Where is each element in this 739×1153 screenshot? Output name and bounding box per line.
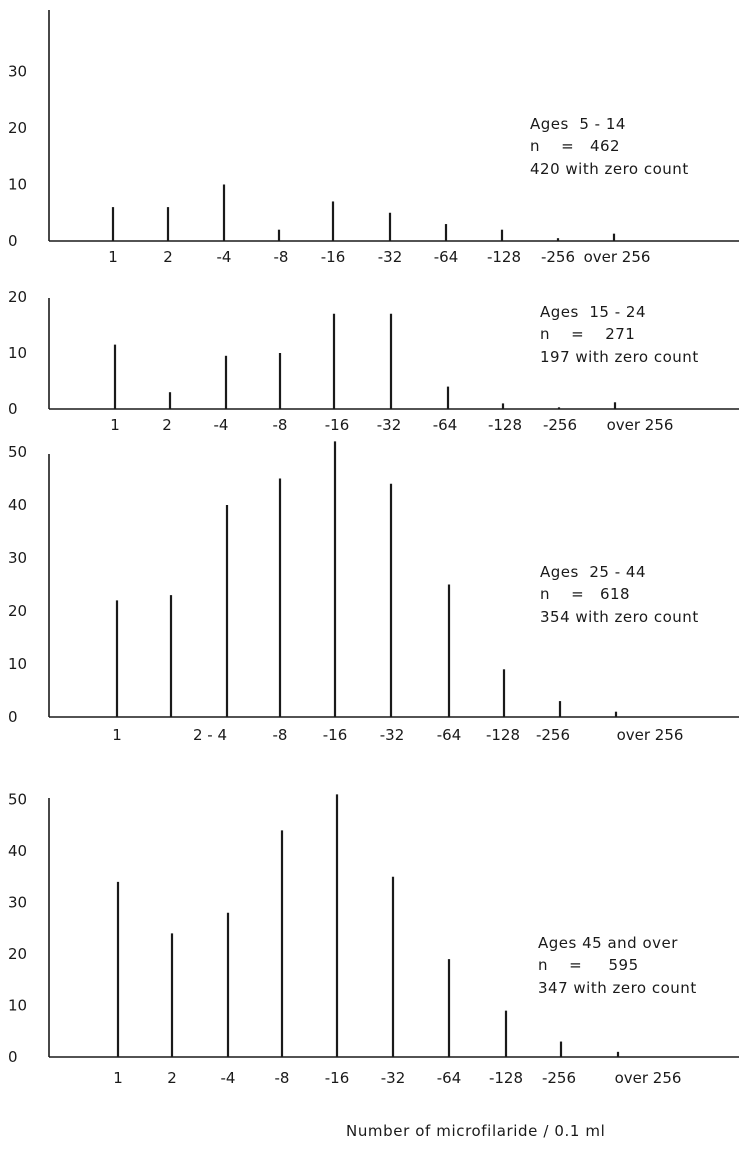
x-tick-label: -16	[323, 726, 348, 744]
y-tick-label: 0	[8, 400, 18, 418]
y-tick-label: 40	[8, 842, 27, 860]
x-tick-label: -256	[543, 416, 577, 434]
x-tick-label: -4	[217, 248, 232, 266]
y-tick-label: 0	[8, 1048, 18, 1066]
x-tick-label: over 256	[607, 416, 674, 434]
x-tick-label: -8	[273, 726, 288, 744]
y-tick-label: 0	[8, 708, 18, 726]
panel-2: 0 10 20 1 2 -4 -8 -16 -32 -64 -128 -256 over 256 Ages…	[8, 288, 739, 434]
x-axis-label: Number of microfilaride / 0.1 ml	[346, 1122, 605, 1140]
annotation-line: n = 271	[540, 325, 635, 343]
x-tick-label: 2	[167, 1069, 177, 1087]
annotation-line: 347 with zero count	[538, 979, 697, 997]
x-tick-label: -128	[488, 416, 522, 434]
x-tick-label: -16	[325, 1069, 350, 1087]
annotation-line: 354 with zero count	[540, 608, 699, 626]
x-tick-label: -256	[541, 248, 575, 266]
panel-4: 0 10 20 30 40 50 1 2 -4 -8 -16 -32 -64 -128 -256 over 2…	[8, 791, 739, 1140]
x-tick-label: -256	[536, 726, 570, 744]
x-tick-label: -64	[433, 416, 458, 434]
x-tick-label: 2	[162, 416, 172, 434]
y-tick-label: 50	[8, 443, 27, 461]
x-tick-label: 1	[112, 726, 122, 744]
y-tick-label: 40	[8, 496, 27, 514]
x-tick-label: -64	[434, 248, 459, 266]
x-tick-label: -32	[381, 1069, 406, 1087]
x-tick-label: -8	[273, 416, 288, 434]
x-tick-label: over 256	[584, 248, 651, 266]
x-tick-label: 2 - 4	[193, 726, 227, 744]
x-tick-label: -32	[380, 726, 405, 744]
y-tick-label: 50	[8, 791, 27, 809]
y-tick-label: 10	[8, 997, 27, 1015]
annotation-line: 420 with zero count	[530, 160, 689, 178]
x-tick-label: -128	[486, 726, 520, 744]
annotation-line: Ages 5 - 14	[530, 115, 626, 133]
y-tick-label: 20	[8, 602, 27, 620]
annotation-line: n = 618	[540, 585, 630, 603]
x-tick-label: 1	[110, 416, 120, 434]
x-tick-label: 1	[113, 1069, 123, 1087]
x-tick-label: -8	[274, 248, 289, 266]
y-tick-label: 30	[8, 549, 27, 567]
y-tick-label: 10	[8, 344, 27, 362]
annotation-line: Ages 45 and over	[538, 934, 678, 952]
y-tick-label: 20	[8, 119, 27, 137]
x-tick-label: -64	[437, 726, 462, 744]
x-tick-label: -4	[214, 416, 229, 434]
x-tick-label: -64	[437, 1069, 462, 1087]
x-tick-label: -128	[489, 1069, 523, 1087]
x-tick-label: -128	[487, 248, 521, 266]
x-tick-label: over 256	[615, 1069, 682, 1087]
annotation-line: n = 595	[538, 956, 639, 974]
y-tick-label: 20	[8, 945, 27, 963]
y-tick-label: 30	[8, 63, 27, 81]
x-tick-label: -32	[377, 416, 402, 434]
x-tick-label: -4	[221, 1069, 236, 1087]
y-tick-label: 20	[8, 288, 27, 306]
panel-3: 0 10 20 30 40 50 1 2 - 4 -8 -16 -32 -64 -128 -256 over…	[8, 441, 739, 744]
x-tick-label: 1	[108, 248, 118, 266]
annotation-line: Ages 15 - 24	[540, 303, 646, 321]
x-tick-label: -32	[378, 248, 403, 266]
x-tick-label: -16	[325, 416, 350, 434]
x-tick-label: -8	[275, 1069, 290, 1087]
annotation-line: 197 with zero count	[540, 348, 699, 366]
y-tick-label: 10	[8, 176, 27, 194]
annotation-line: Ages 25 - 44	[540, 563, 646, 581]
x-tick-label: -16	[321, 248, 346, 266]
x-tick-label: -256	[542, 1069, 576, 1087]
panel-1: 0 10 20 30 1 2 -4 -8 -16 -32 -64 -128 -256 over 256 Ag…	[8, 10, 739, 266]
y-tick-label: 30	[8, 894, 27, 912]
y-tick-label: 10	[8, 655, 27, 673]
x-tick-label: over 256	[617, 726, 684, 744]
annotation-line: n = 462	[530, 137, 620, 155]
y-tick-label: 0	[8, 232, 18, 250]
x-tick-label: 2	[163, 248, 173, 266]
